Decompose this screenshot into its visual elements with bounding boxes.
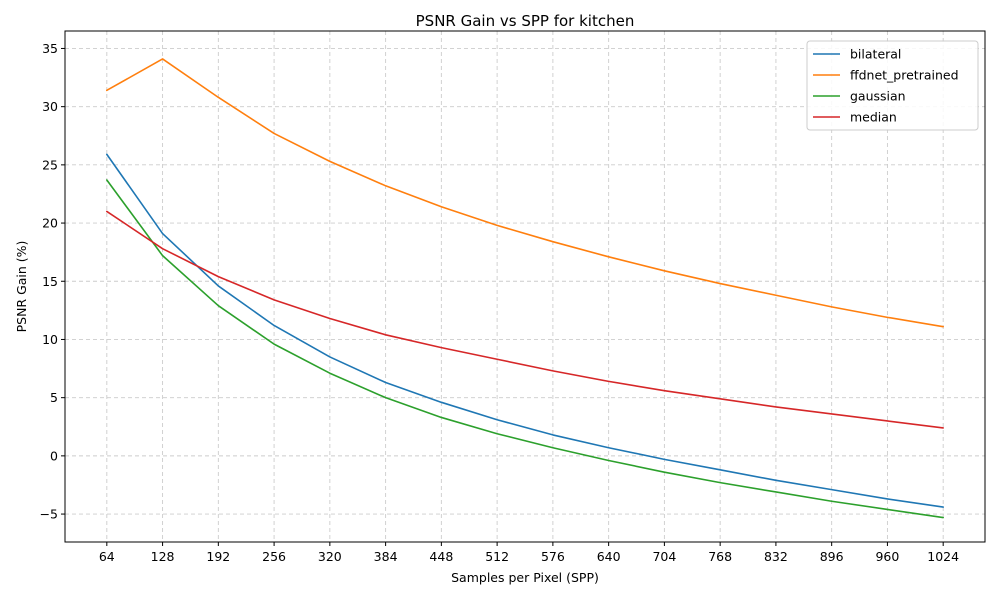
- x-tick-label: 832: [764, 549, 788, 564]
- y-tick-label: 25: [42, 157, 58, 172]
- x-axis-label: Samples per Pixel (SPP): [451, 570, 599, 585]
- x-tick-label: 384: [374, 549, 398, 564]
- legend-label: median: [850, 110, 897, 125]
- x-tick-label: 768: [708, 549, 732, 564]
- y-axis-label: PSNR Gain (%): [14, 241, 29, 333]
- series-line-bilateral: [106, 153, 944, 508]
- y-tick-label: 35: [42, 41, 58, 56]
- x-tick-label: 576: [541, 549, 565, 564]
- x-tick-label: 960: [875, 549, 899, 564]
- x-tick-label: 640: [597, 549, 621, 564]
- y-tick-label: −5: [40, 507, 58, 522]
- x-tick-label: 256: [262, 549, 286, 564]
- x-tick-label: 896: [820, 549, 844, 564]
- x-tick-label: 320: [318, 549, 342, 564]
- x-tick-label: 704: [652, 549, 676, 564]
- x-tick-label: 64: [99, 549, 115, 564]
- x-tick-label: 512: [485, 549, 509, 564]
- x-tick-label: 192: [206, 549, 230, 564]
- series-line-median: [106, 210, 944, 429]
- plot-frame: [64, 30, 986, 543]
- legend-label: bilateral: [850, 47, 901, 62]
- legend-label: ffdnet_pretrained: [850, 68, 959, 83]
- y-tick-label: 10: [42, 332, 58, 347]
- legend-box: [806, 40, 979, 131]
- series-layer: [106, 58, 944, 519]
- x-tick-label: 128: [151, 549, 175, 564]
- y-tick-label: 0: [50, 448, 58, 463]
- series-line-gaussian: [106, 179, 944, 519]
- y-tick-label: 15: [42, 274, 58, 289]
- y-tick-label: 5: [50, 390, 58, 405]
- x-tick-label: 1024: [927, 549, 959, 564]
- y-tick-label: 20: [42, 216, 58, 231]
- tick-layer: 64 128 192 256 320 384 448 512 576 640 704 768 832 89…: [40, 41, 960, 564]
- chart-title: PSNR Gain vs SPP for kitchen: [416, 12, 635, 30]
- legend: bilateral ffdnet_pretrained gaussian median: [806, 40, 979, 131]
- legend-label: gaussian: [850, 89, 906, 104]
- series-line-ffdnet_pretrained: [106, 58, 944, 328]
- x-tick-label: 448: [429, 549, 453, 564]
- y-tick-label: 30: [42, 99, 58, 114]
